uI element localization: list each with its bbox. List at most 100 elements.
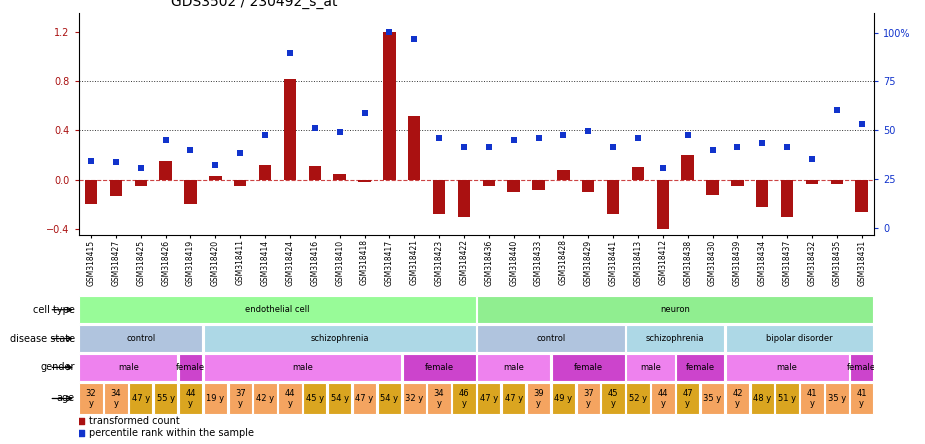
Bar	[433, 180, 445, 214]
Text: 49 y: 49 y	[554, 394, 573, 403]
Bar	[303, 383, 327, 414]
Text: gender: gender	[41, 362, 75, 373]
Text: cell type: cell type	[33, 305, 75, 315]
Point	[332, 129, 347, 136]
Bar	[458, 180, 470, 217]
Bar	[234, 180, 246, 186]
Point	[432, 135, 447, 142]
Text: female: female	[847, 363, 876, 372]
Text: 37
y: 37 y	[583, 389, 594, 408]
Text: age: age	[56, 393, 75, 404]
Bar	[626, 325, 724, 352]
Bar	[259, 165, 271, 180]
Point	[133, 164, 148, 171]
Text: 47 y: 47 y	[355, 394, 374, 403]
Bar	[80, 325, 203, 352]
Text: 41
y: 41 y	[857, 389, 867, 408]
Bar	[527, 383, 550, 414]
Bar	[701, 383, 724, 414]
Text: male: male	[777, 363, 797, 372]
Point	[282, 49, 297, 56]
Bar	[750, 383, 774, 414]
Bar	[781, 180, 794, 217]
Bar	[557, 170, 570, 180]
Text: 45 y: 45 y	[306, 394, 324, 403]
Text: GDS3502 / 230492_s_at: GDS3502 / 230492_s_at	[171, 0, 338, 9]
Point	[183, 147, 198, 154]
Bar	[551, 354, 624, 381]
Text: male: male	[503, 363, 524, 372]
Text: 45
y: 45 y	[608, 389, 618, 408]
Point	[357, 110, 372, 117]
Point	[830, 107, 845, 114]
Text: 34
y: 34 y	[111, 389, 121, 408]
Text: 47 y: 47 y	[480, 394, 498, 403]
Point	[83, 157, 98, 164]
Text: 34
y: 34 y	[434, 389, 444, 408]
Bar	[477, 354, 550, 381]
Bar	[726, 325, 873, 352]
Bar	[377, 383, 401, 414]
Bar	[477, 325, 624, 352]
Point	[606, 144, 621, 151]
Text: 47
y: 47 y	[683, 389, 693, 408]
Point	[407, 36, 422, 43]
Bar	[582, 180, 595, 192]
Point	[855, 120, 870, 127]
Bar	[856, 180, 868, 212]
Point	[805, 155, 820, 163]
Bar	[477, 383, 500, 414]
Bar	[402, 383, 426, 414]
Bar	[80, 383, 103, 414]
Text: 47 y: 47 y	[131, 394, 150, 403]
Text: female: female	[425, 363, 453, 372]
Bar	[278, 383, 302, 414]
Bar	[253, 383, 277, 414]
Text: neuron: neuron	[660, 305, 690, 314]
Text: schizophrenia: schizophrenia	[311, 334, 369, 343]
Bar	[756, 180, 769, 207]
Text: female: female	[176, 363, 205, 372]
Bar	[800, 383, 823, 414]
Bar	[333, 174, 346, 180]
Bar	[80, 354, 178, 381]
Bar	[676, 383, 699, 414]
Bar	[85, 180, 97, 205]
Bar	[576, 383, 600, 414]
Bar	[657, 180, 669, 229]
Bar	[477, 297, 873, 323]
Bar	[402, 354, 475, 381]
Point	[730, 144, 745, 151]
Text: 32
y: 32 y	[86, 389, 96, 408]
Text: 52 y: 52 y	[629, 394, 647, 403]
Text: 42
y: 42 y	[733, 389, 743, 408]
Point	[258, 132, 273, 139]
Text: endothelial cell: endothelial cell	[245, 305, 310, 314]
Text: male: male	[117, 363, 139, 372]
Bar	[179, 354, 203, 381]
Text: 39
y: 39 y	[533, 389, 544, 408]
Point	[382, 28, 397, 36]
Text: 44
y: 44 y	[185, 389, 196, 408]
Text: 19 y: 19 y	[206, 394, 225, 403]
Point	[481, 144, 496, 151]
Point	[457, 144, 472, 151]
Bar	[775, 383, 799, 414]
Bar	[632, 167, 644, 180]
Text: 37
y: 37 y	[235, 389, 245, 408]
Text: transformed count: transformed count	[89, 416, 179, 426]
Bar	[682, 155, 694, 180]
Bar	[284, 79, 296, 180]
Bar	[825, 383, 848, 414]
Point	[581, 127, 596, 135]
Point	[755, 139, 770, 147]
Bar	[806, 180, 819, 183]
Point	[74, 430, 89, 437]
Bar	[551, 383, 575, 414]
Text: 35 y: 35 y	[828, 394, 846, 403]
Text: 47 y: 47 y	[504, 394, 523, 403]
Text: male: male	[292, 363, 313, 372]
Text: 32 y: 32 y	[405, 394, 424, 403]
Bar	[626, 383, 649, 414]
Point	[531, 135, 546, 142]
